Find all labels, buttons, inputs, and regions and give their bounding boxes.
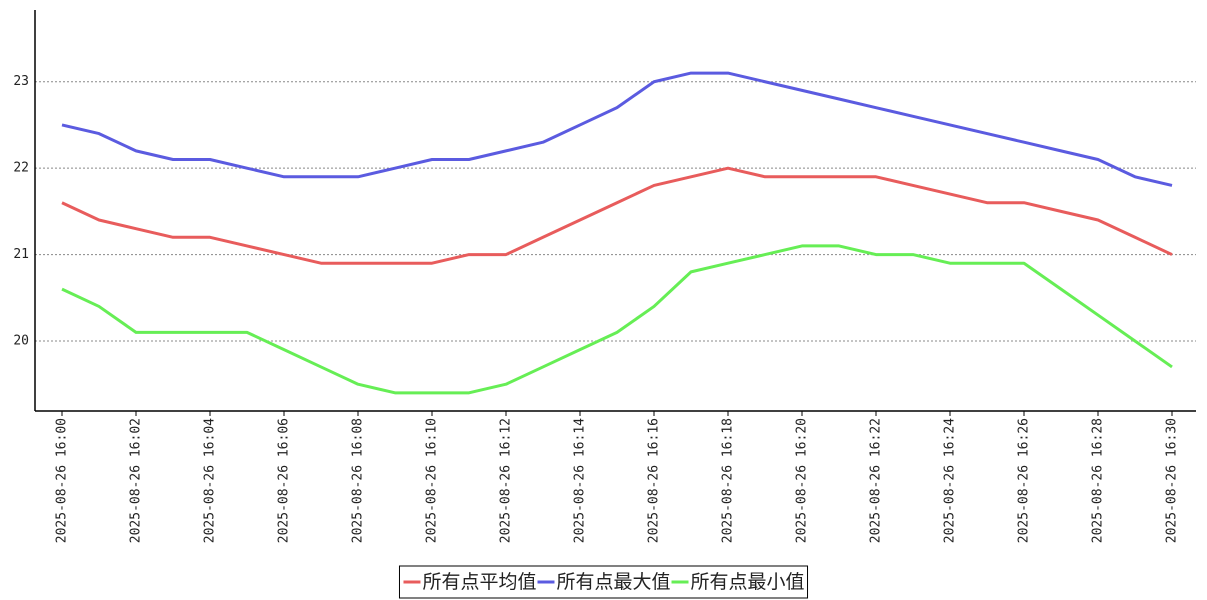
x-tick-label: 2025-08-26 16:00 (55, 418, 70, 543)
series-line (61, 166, 1173, 265)
x-tick-label: 2025-08-26 16:08 (351, 418, 366, 543)
x-tick-label: 2025-08-26 16:30 (1165, 418, 1180, 543)
series-line (61, 244, 1173, 395)
x-tick-label: 2025-08-26 16:22 (869, 418, 884, 543)
x-tick-label: 2025-08-26 16:24 (943, 418, 958, 543)
y-tick-label: 23 (13, 74, 29, 89)
y-tick-label: 20 (13, 333, 29, 348)
x-tick-label: 2025-08-26 16:02 (129, 418, 144, 543)
series-line (61, 71, 1173, 187)
x-tick-label: 2025-08-26 16:28 (1091, 418, 1106, 543)
x-tick-label: 2025-08-26 16:14 (573, 418, 588, 543)
legend-label: 所有点平均值 (422, 571, 536, 593)
x-tick-label: 2025-08-26 16:18 (721, 418, 736, 543)
x-tick-label: 2025-08-26 16:16 (647, 418, 662, 543)
x-tick-label: 2025-08-26 16:20 (795, 418, 810, 543)
y-tick-label: 22 (13, 161, 29, 176)
legend-label: 所有点最大值 (556, 571, 670, 593)
y-tick-label: 21 (13, 247, 29, 262)
x-tick-label: 2025-08-26 16:26 (1017, 418, 1032, 543)
x-tick-label: 2025-08-26 16:12 (499, 418, 514, 543)
legend-label: 所有点最小值 (691, 571, 805, 593)
legend-box (398, 565, 809, 599)
x-tick-label: 2025-08-26 16:10 (425, 418, 440, 543)
x-tick-label: 2025-08-26 16:04 (203, 418, 218, 543)
x-tick-label: 2025-08-26 16:06 (277, 418, 292, 543)
